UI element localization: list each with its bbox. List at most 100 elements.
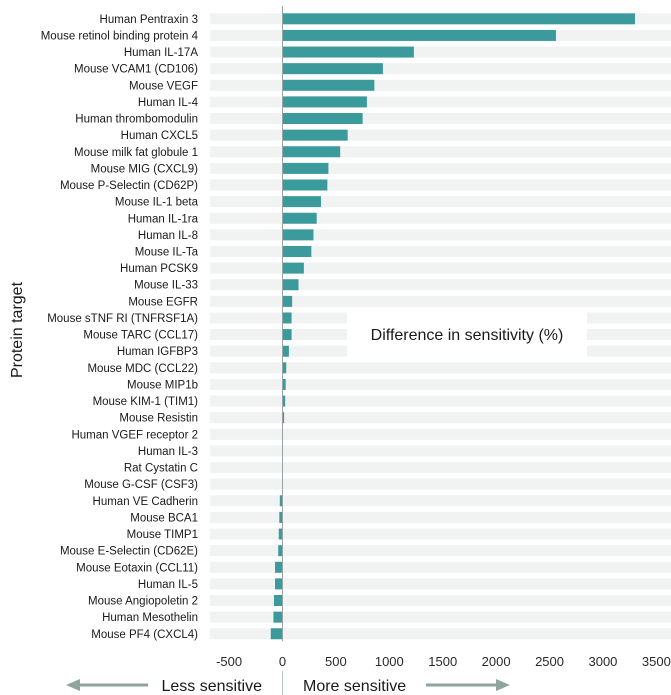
x-tick-labels: -500 0 500 1000 1500 2000 2500 3000 3500: [216, 654, 671, 669]
band-mouse-il-33: [210, 279, 671, 291]
band-rat-cystatin-c: [210, 462, 671, 474]
bar-mouse-mdc-ccl22: [282, 362, 287, 374]
category-label: Mouse TIMP1: [127, 529, 198, 541]
band-mouse-e-selectin-cd62e: [210, 545, 671, 557]
category-label: Mouse VEGF: [129, 80, 198, 92]
category-label: Mouse IL-Ta: [135, 246, 199, 258]
band-human-vgef-receptor-2: [210, 428, 671, 440]
bar-mouse-stnf-ri-tnfrsf1a: [282, 312, 292, 324]
band-human-il-1ra: [210, 212, 671, 224]
band-mouse-kim-1-tim1: [210, 395, 671, 407]
bar-mouse-pf4-cxcl4: [270, 628, 283, 640]
category-label: Mouse P-Selectin (CD62P): [60, 180, 198, 192]
band-human-mesothelin: [210, 611, 671, 623]
bar-human-pcsk9: [282, 262, 304, 274]
annotation-background: [347, 311, 587, 357]
category-label: Human VE Cadherin: [93, 496, 198, 508]
category-label: Mouse Eotaxin (CCL11): [76, 562, 198, 574]
more-sensitive-label: More sensitive: [303, 678, 406, 695]
category-label: Mouse Resistin: [119, 413, 198, 425]
bar-human-il-5: [275, 578, 283, 590]
category-label: Mouse MDC (CCL22): [87, 363, 198, 375]
band-mouse-il-1-beta: [210, 196, 671, 208]
bar-mouse-mip1b: [282, 378, 286, 390]
band-mouse-timp1: [210, 528, 671, 540]
category-label: Mouse Angiopoletin 2: [88, 596, 198, 608]
band-mouse-p-selectin-cd62p: [210, 179, 671, 191]
category-label: Human IL-1ra: [128, 213, 199, 225]
bar-mouse-tarc-ccl17: [282, 329, 292, 341]
band-mouse-angiopoletin-2: [210, 595, 671, 607]
band-mouse-vegf: [210, 79, 671, 91]
category-label: Mouse PF4 (CXCL4): [91, 629, 198, 641]
category-label: Human PCSK9: [120, 263, 198, 275]
x-tick-label: 0: [279, 654, 286, 669]
category-label: Mouse IL-1 beta: [115, 197, 199, 209]
bar-mouse-kim-1-tim1: [282, 395, 286, 407]
bar-mouse-mig-cxcl9: [282, 162, 329, 174]
category-label: Human IL-4: [138, 97, 199, 109]
x-tick-label: 3500: [642, 654, 671, 669]
band-mouse-eotaxin-ccl11: [210, 561, 671, 573]
category-label: Human Pentraxin 3: [100, 14, 198, 26]
category-label: Human IL-17A: [124, 47, 198, 59]
bar-mouse-vegf: [282, 79, 375, 91]
category-label: Mouse MIG (CXCL9): [91, 163, 199, 175]
bar-human-ve-cadherin: [279, 495, 283, 507]
category-label: Mouse milk fat globule 1: [74, 147, 198, 159]
band-human-thrombomodulin: [210, 113, 671, 125]
bar-mouse-milk-fat-globule-1: [282, 146, 341, 158]
left-arrow-head: [66, 679, 80, 691]
bar-human-il-1ra: [282, 212, 317, 224]
category-label: Mouse BCA1: [130, 512, 198, 524]
x-tick-label: -500: [216, 654, 242, 669]
y-axis-label: Protein target: [9, 281, 26, 378]
x-tick-label: 3000: [588, 654, 617, 669]
bar-mouse-bca1: [279, 511, 283, 523]
annotation-text: Difference in sensitivity (%): [371, 327, 564, 344]
band-mouse-mig-cxcl9: [210, 162, 671, 174]
bar-human-il-8: [282, 229, 314, 241]
bar-human-il-17a: [282, 46, 414, 58]
bar-mouse-vcam1-cd106: [282, 63, 383, 75]
x-tick-label: 1000: [375, 654, 404, 669]
x-tick-label: 2500: [535, 654, 564, 669]
bar-mouse-resistin: [282, 412, 285, 424]
category-label: Mouse IL-33: [134, 280, 198, 292]
bar-mouse-egfr: [282, 295, 293, 307]
band-human-il-3: [210, 445, 671, 457]
bar-human-il-4: [282, 96, 367, 108]
category-label: Mouse EGFR: [128, 296, 198, 308]
category-label: Human VGEF receptor 2: [71, 429, 198, 441]
band-human-il-4: [210, 96, 671, 108]
category-label: Human Mesothelin: [102, 612, 198, 624]
category-label: Mouse retinol binding protein 4: [41, 30, 199, 42]
band-mouse-g-csf-csf3: [210, 478, 671, 490]
right-arrow-head: [496, 679, 510, 691]
less-sensitive-label: Less sensitive: [162, 678, 263, 695]
bar-mouse-eotaxin-ccl11: [275, 561, 283, 573]
band-human-il-8: [210, 229, 671, 241]
category-label: Human IGFBP3: [117, 346, 198, 358]
category-label: Mouse G-CSF (CSF3): [84, 479, 198, 491]
band-mouse-bca1: [210, 511, 671, 523]
band-human-pcsk9: [210, 262, 671, 274]
bar-mouse-il-1-beta: [282, 196, 321, 208]
bar-human-mesothelin: [273, 611, 283, 623]
category-label: Human IL-8: [138, 230, 198, 242]
band-human-cxcl5: [210, 129, 671, 141]
category-label: Human IL-5: [138, 579, 198, 591]
band-mouse-resistin: [210, 412, 671, 424]
band-mouse-milk-fat-globule-1: [210, 146, 671, 158]
background-bands: [210, 13, 671, 640]
category-label: Mouse TARC (CCL17): [83, 330, 198, 342]
band-human-ve-cadherin: [210, 495, 671, 507]
category-label: Mouse sTNF RI (TNFRSF1A): [47, 313, 198, 325]
bar-human-thrombomodulin: [282, 113, 363, 125]
category-label: Mouse E-Selectin (CD62E): [60, 546, 198, 558]
bar-mouse-retinol-binding-protein-4: [282, 29, 556, 41]
category-label: Mouse MIP1b: [127, 379, 198, 391]
band-mouse-egfr: [210, 295, 671, 307]
category-label: Mouse VCAM1 (CD106): [74, 64, 198, 76]
